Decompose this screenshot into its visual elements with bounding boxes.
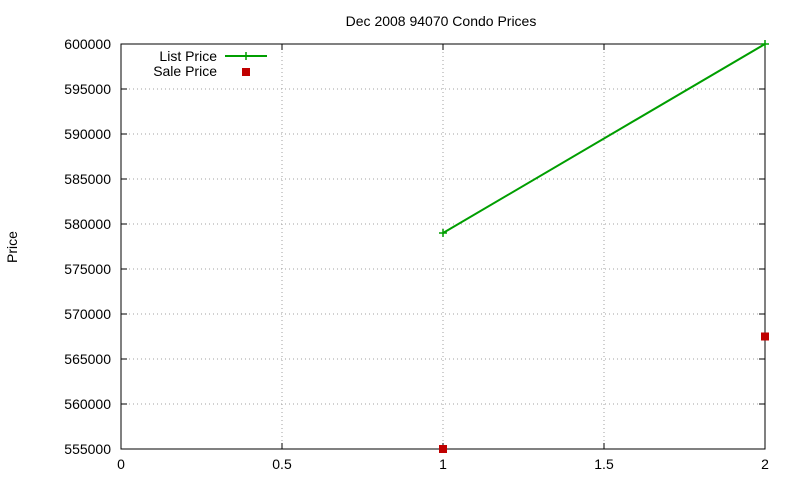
x-tick-label: 0.5 bbox=[272, 456, 292, 472]
y-axis-label: Price bbox=[4, 231, 20, 263]
y-tick-label: 600000 bbox=[64, 36, 111, 52]
legend-marker-sale-price bbox=[242, 68, 250, 76]
y-tick-label: 560000 bbox=[64, 396, 111, 412]
x-tick-label: 2 bbox=[761, 456, 769, 472]
sale-price-point bbox=[761, 332, 769, 341]
series-list-price-line bbox=[442, 43, 766, 234]
y-tick-label: 580000 bbox=[64, 216, 111, 232]
list-price-point bbox=[761, 40, 769, 48]
x-tick-label: 1 bbox=[439, 456, 447, 472]
grid bbox=[121, 44, 765, 449]
legend: List Price Sale Price bbox=[153, 48, 267, 79]
series-layer bbox=[439, 40, 769, 453]
legend-label-list-price: List Price bbox=[159, 48, 217, 64]
legend-label-sale-price: Sale Price bbox=[153, 63, 217, 79]
y-tick-label: 585000 bbox=[64, 171, 111, 187]
axis-ticks: 0 0.5 1 1.5 2 555000 560000 565000 570000 575000 5… bbox=[64, 36, 769, 472]
sale-price-point bbox=[439, 445, 447, 453]
y-tick-label: 575000 bbox=[64, 261, 111, 277]
x-tick-label: 1.5 bbox=[594, 456, 614, 472]
y-tick-label: 570000 bbox=[64, 306, 111, 322]
y-tick-label: 565000 bbox=[64, 351, 111, 367]
y-tick-label: 555000 bbox=[64, 441, 111, 457]
y-tick-label: 595000 bbox=[64, 81, 111, 97]
y-tick-label: 590000 bbox=[64, 126, 111, 142]
legend-marker-list-price bbox=[242, 52, 250, 60]
x-tick-label: 0 bbox=[117, 456, 125, 472]
list-price-point bbox=[439, 229, 447, 237]
chart-title: Dec 2008 94070 Condo Prices bbox=[346, 13, 537, 29]
